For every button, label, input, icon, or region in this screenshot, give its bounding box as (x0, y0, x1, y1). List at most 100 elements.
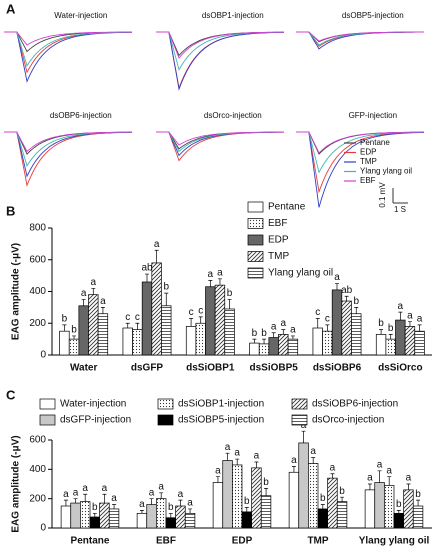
bar (156, 498, 167, 529)
error-bar (62, 324, 67, 332)
bar (322, 330, 333, 356)
error-bar (112, 504, 117, 509)
x-tick-label: dsSiOBP5 (249, 363, 298, 374)
significance-letter: a (208, 269, 214, 280)
panel-label: A (6, 1, 16, 16)
error-bar (83, 493, 88, 502)
error-bar (311, 457, 316, 464)
significance-letter: b (168, 502, 174, 513)
significance-letter: c (325, 313, 330, 324)
bar (404, 326, 416, 356)
legend-label: dsSiOBP6-injection (312, 399, 398, 410)
error-bar (81, 299, 86, 306)
scale-label: 0.1 mV (378, 182, 387, 208)
significance-letter: c (198, 306, 203, 317)
error-bar (340, 496, 345, 502)
bar (241, 511, 252, 529)
bar (288, 471, 300, 529)
bar (412, 505, 424, 529)
legend-swatch (247, 201, 264, 213)
error-bar (387, 476, 392, 486)
error-bar (407, 321, 412, 327)
error-bar (135, 322, 140, 330)
legend-label: dsSiOBP1-injection (178, 399, 264, 410)
bar (68, 338, 80, 356)
legend-label: Ylang ylang oil (360, 167, 412, 176)
error-bar (125, 322, 130, 329)
bar (222, 460, 233, 529)
bar (151, 262, 162, 356)
significance-letter: c (135, 312, 140, 323)
bar (312, 327, 323, 356)
significance-letter: a (158, 481, 164, 492)
significance-letter: b (415, 489, 421, 500)
significance-letter: a (271, 321, 277, 332)
error-bar (344, 295, 349, 302)
significance-letter: a (281, 318, 287, 329)
error-bar (301, 430, 306, 443)
significance-letter: a (386, 465, 392, 476)
error-bar (290, 335, 295, 340)
panel-label: B (6, 203, 15, 218)
significance-letter: a (215, 465, 221, 476)
bar (78, 305, 89, 356)
trace (296, 31, 424, 42)
error-bar (252, 338, 257, 344)
significance-letter: b (396, 499, 402, 510)
bar (224, 308, 235, 356)
significance-letter: a (81, 288, 87, 299)
bar (165, 517, 176, 529)
x-tick-label: TMP (307, 536, 328, 547)
error-bar (398, 311, 403, 321)
legend-label: dsOrco-injection (312, 415, 384, 426)
error-bar (264, 488, 269, 496)
error-bar (330, 473, 335, 479)
error-bar (254, 461, 259, 468)
bar (108, 508, 120, 529)
significance-letter: a (417, 313, 423, 324)
error-bar (139, 510, 144, 514)
error-bar (149, 498, 154, 505)
error-bar (159, 492, 164, 499)
error-bar (198, 316, 203, 324)
significance-letter: a (398, 301, 404, 312)
x-tick-label: dsSiOrco (378, 363, 422, 374)
y-tick-label: 400 (29, 286, 46, 297)
trace (296, 131, 424, 154)
significance-letter: b (263, 477, 269, 488)
significance-letter: b (163, 282, 169, 293)
legend-swatch (247, 234, 264, 246)
bar (375, 334, 387, 356)
bar (60, 505, 72, 529)
error-bar (227, 299, 232, 309)
significance-letter: c (125, 312, 130, 323)
significance-letter: a (149, 487, 155, 498)
bar (341, 300, 352, 356)
significance-letter: c (189, 307, 194, 318)
error-bar (73, 498, 78, 504)
bar (195, 322, 206, 356)
bar (278, 334, 289, 356)
bar (384, 485, 395, 529)
trace-panel-title: GFP-injection (349, 111, 397, 120)
significance-letter: b (252, 328, 258, 339)
trace (4, 31, 132, 53)
significance-letter: a (178, 489, 184, 500)
error-bar (320, 504, 325, 509)
error-bar (92, 512, 97, 517)
significance-letter: b (320, 493, 326, 504)
bar (89, 516, 100, 529)
error-bar (396, 510, 401, 514)
bar (146, 504, 157, 529)
bar (327, 477, 338, 529)
bar (184, 512, 196, 529)
trace (156, 31, 285, 90)
error-bar (100, 307, 105, 314)
x-tick-label: Ylang ylang oil (359, 536, 430, 547)
y-axis-label: EAG amplitude (-μV) (11, 243, 22, 340)
significance-letter: a (111, 493, 117, 504)
significance-letter: ab (141, 263, 153, 274)
bar (99, 502, 110, 529)
significance-letter: b (71, 325, 77, 336)
bar (268, 337, 279, 356)
